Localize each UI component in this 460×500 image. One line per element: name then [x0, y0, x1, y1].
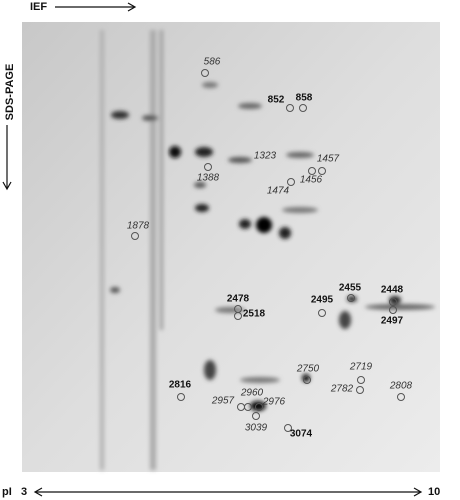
spot-marker [204, 163, 212, 171]
spot-marker [244, 403, 252, 411]
spot-label: 2518 [243, 309, 266, 320]
spot-marker [131, 232, 139, 240]
pi-max: 10 [428, 486, 440, 498]
spot-marker [308, 167, 316, 175]
spot-label: 1878 [127, 221, 150, 232]
spot-marker [347, 294, 355, 302]
spot-label: 858 [296, 93, 313, 104]
spot-marker [299, 104, 307, 112]
spot-label: 2497 [381, 316, 404, 327]
pi-min: 3 [21, 486, 27, 498]
spot-marker [252, 412, 260, 420]
spot-label: 2957 [211, 396, 235, 407]
pi-label: pI [2, 486, 12, 498]
spot-label: 2782 [330, 384, 354, 395]
spot-label: 3074 [290, 429, 313, 440]
spot-markers [131, 69, 405, 432]
pi-arrowhead-right [413, 487, 423, 497]
spot-label: 2976 [262, 397, 286, 408]
spot-marker [234, 312, 242, 320]
spot-marker [356, 386, 364, 394]
spot-labels: 586 852 858 1323 1457 1388 1456 1474 187… [127, 57, 413, 440]
spot-label: 1388 [197, 173, 220, 184]
spot-label: 2719 [349, 362, 373, 373]
sds-label: SDS-PAGE [4, 64, 16, 121]
pi-arrowhead-left [33, 487, 43, 497]
spot-label: 2816 [169, 380, 192, 391]
spot-marker [318, 309, 326, 317]
spot-marker [286, 104, 294, 112]
spot-marker [255, 403, 263, 411]
spot-marker [303, 376, 311, 384]
spot-label: 852 [268, 95, 285, 106]
spot-label: 2750 [296, 364, 320, 375]
ief-label: IEF [30, 1, 47, 13]
spot-label: 2448 [381, 285, 404, 296]
spot-marker [287, 178, 295, 186]
spot-label: 586 [204, 57, 221, 68]
spot-label: 2478 [227, 294, 250, 305]
spot-marker [357, 376, 365, 384]
spot-label: 1323 [254, 151, 277, 162]
spot-label: 2495 [311, 295, 334, 306]
spot-label: 2960 [240, 388, 264, 399]
ief-arrowhead [127, 2, 137, 12]
spot-marker [397, 393, 405, 401]
spot-marker [177, 393, 185, 401]
spot-label: 3039 [245, 423, 268, 434]
spot-marker [389, 306, 397, 314]
spot-marker [284, 424, 292, 432]
spot-label: 2808 [389, 381, 413, 392]
spot-label: 2455 [339, 283, 362, 294]
sds-arrowhead [2, 181, 12, 191]
spot-label: 1456 [300, 175, 323, 186]
spot-label: 1457 [317, 154, 340, 165]
spot-marker [389, 298, 397, 306]
gel-image [22, 22, 440, 472]
spot-label: 1474 [267, 186, 290, 197]
spot-marker [318, 167, 326, 175]
spot-marker [201, 69, 209, 77]
